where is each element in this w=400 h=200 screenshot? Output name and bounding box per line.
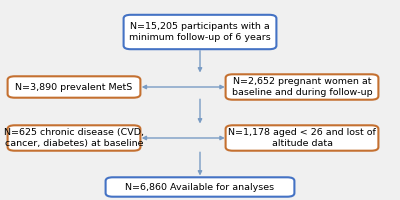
FancyBboxPatch shape [106,177,294,197]
Text: N=2,652 pregnant women at
baseline and during follow-up: N=2,652 pregnant women at baseline and d… [232,77,372,97]
Text: N=3,890 prevalent MetS: N=3,890 prevalent MetS [15,83,133,92]
Text: N=1,178 aged < 26 and lost of
altitude data: N=1,178 aged < 26 and lost of altitude d… [228,128,376,148]
Text: N=625 chronic disease (CVD,
cancer, diabetes) at baseline: N=625 chronic disease (CVD, cancer, diab… [4,128,144,148]
FancyBboxPatch shape [226,74,378,100]
Text: N=6,860 Available for analyses: N=6,860 Available for analyses [126,182,274,192]
FancyBboxPatch shape [8,76,140,98]
FancyBboxPatch shape [8,125,140,151]
Text: N=15,205 participants with a
minimum follow-up of 6 years: N=15,205 participants with a minimum fol… [129,22,271,42]
FancyBboxPatch shape [124,15,276,49]
FancyBboxPatch shape [226,125,378,151]
